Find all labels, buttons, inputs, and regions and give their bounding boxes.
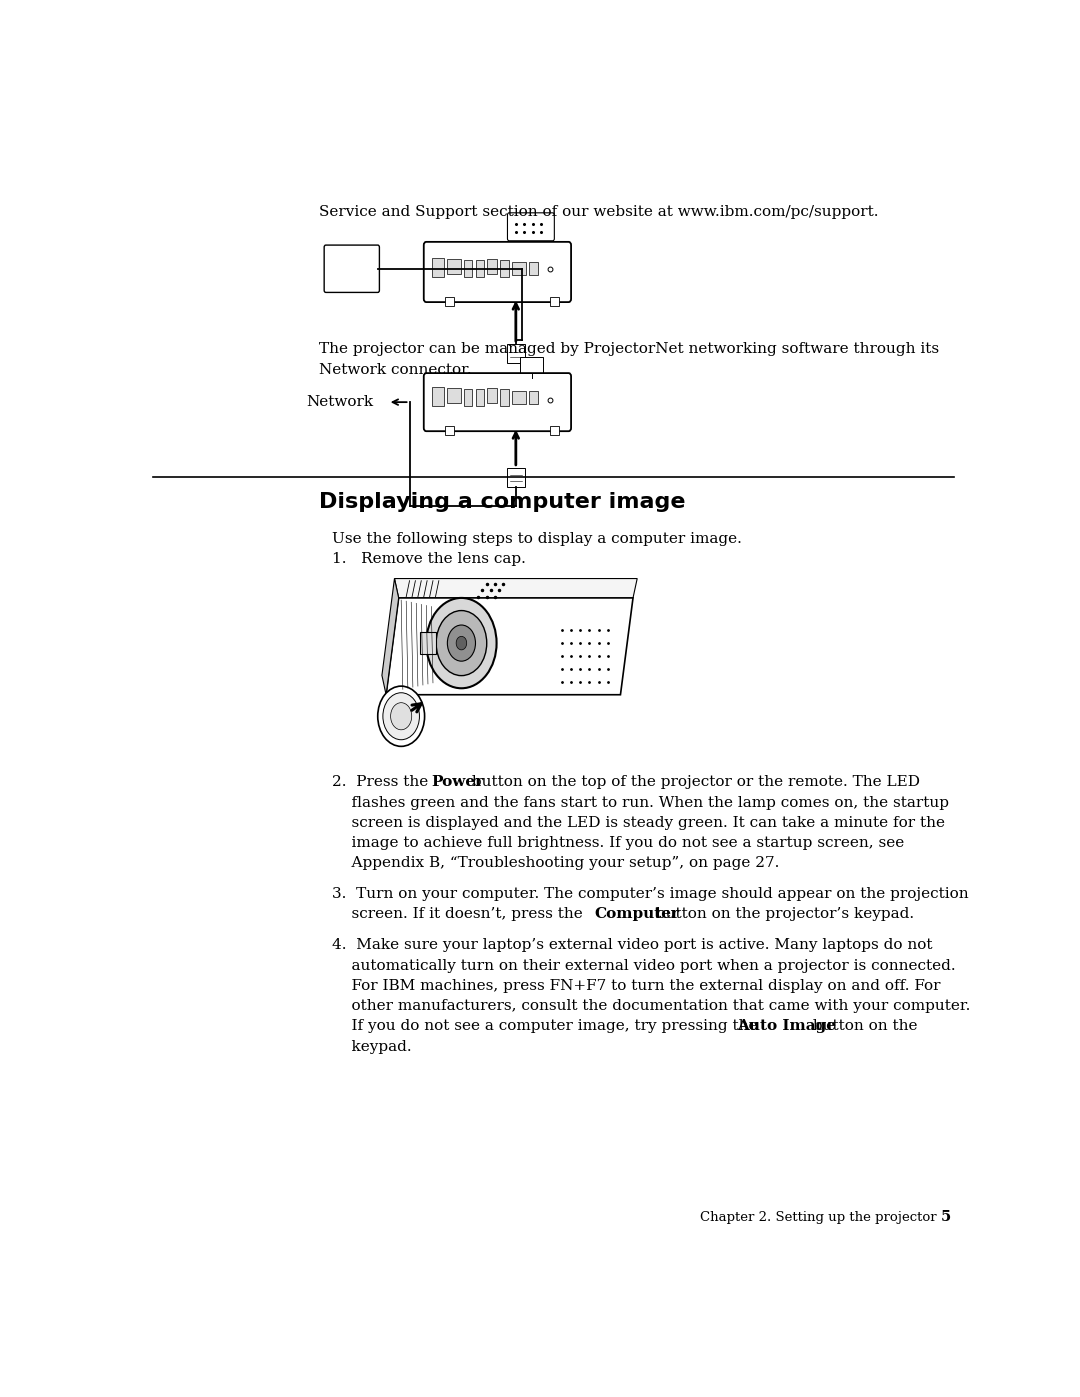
Circle shape <box>456 636 467 650</box>
Text: 5: 5 <box>941 1210 951 1224</box>
Circle shape <box>447 624 475 661</box>
Bar <box>464 390 472 407</box>
Circle shape <box>383 693 419 740</box>
FancyBboxPatch shape <box>324 244 379 292</box>
Text: button on the: button on the <box>808 1020 917 1034</box>
Text: button on the top of the projector or the remote. The LED: button on the top of the projector or th… <box>467 775 920 789</box>
Text: image to achieve full brightness. If you do not see a startup screen, see: image to achieve full brightness. If you… <box>332 835 904 849</box>
Text: Chapter 2. Setting up the projector: Chapter 2. Setting up the projector <box>700 1211 936 1224</box>
Bar <box>529 263 539 275</box>
Bar <box>445 426 454 436</box>
Polygon shape <box>420 633 436 654</box>
Bar <box>507 468 525 488</box>
Text: Network: Network <box>307 395 374 409</box>
Text: For IBM machines, press FN+F7 to turn the external display on and off. For: For IBM machines, press FN+F7 to turn th… <box>332 979 941 993</box>
Text: 4.  Make sure your laptop’s external video port is active. Many laptops do not: 4. Make sure your laptop’s external vide… <box>332 939 932 953</box>
Text: 2.  Press the: 2. Press the <box>332 775 433 789</box>
Text: Computer: Computer <box>595 908 679 922</box>
Bar <box>500 260 509 278</box>
Text: Displaying a computer image: Displaying a computer image <box>320 493 686 513</box>
Text: 1.   Remove the lens cap.: 1. Remove the lens cap. <box>332 552 526 566</box>
Bar <box>500 390 509 407</box>
Text: keypad.: keypad. <box>332 1039 411 1053</box>
Bar <box>475 390 484 407</box>
Text: other manufacturers, consult the documentation that came with your computer.: other manufacturers, consult the documen… <box>332 999 970 1013</box>
Polygon shape <box>394 578 637 598</box>
Text: Service and Support section of our website at www.ibm.com/pc/support.: Service and Support section of our websi… <box>320 205 879 219</box>
Polygon shape <box>382 578 399 694</box>
Text: Auto Image: Auto Image <box>737 1020 836 1034</box>
Text: automatically turn on their external video port when a projector is connected.: automatically turn on their external vid… <box>332 958 956 972</box>
Text: screen. If it doesn’t, press the: screen. If it doesn’t, press the <box>332 908 588 922</box>
FancyBboxPatch shape <box>423 373 571 432</box>
Text: Use the following steps to display a computer image.: Use the following steps to display a com… <box>332 532 742 546</box>
Bar <box>464 260 472 278</box>
Text: 3.  Turn on your computer. The computer’s image should appear on the projection: 3. Turn on your computer. The computer’s… <box>332 887 969 901</box>
Bar <box>432 258 444 278</box>
Polygon shape <box>387 598 633 694</box>
Bar <box>447 258 460 274</box>
Circle shape <box>391 703 411 729</box>
Bar <box>487 388 497 404</box>
Bar <box>529 391 539 404</box>
Bar <box>445 296 454 306</box>
Bar <box>550 426 559 436</box>
Text: Network connector.: Network connector. <box>320 363 472 377</box>
Text: If you do not see a computer image, try pressing the: If you do not see a computer image, try … <box>332 1020 762 1034</box>
Bar <box>550 296 559 306</box>
Bar <box>487 258 497 274</box>
Circle shape <box>427 598 497 689</box>
Bar <box>507 344 525 363</box>
Bar <box>447 388 460 404</box>
Text: Appendix B, “Troubleshooting your setup”, on page 27.: Appendix B, “Troubleshooting your setup”… <box>332 856 779 870</box>
Bar <box>432 387 444 407</box>
Bar <box>513 263 526 275</box>
Circle shape <box>378 686 424 746</box>
Text: Power: Power <box>431 775 483 789</box>
Bar <box>513 391 526 404</box>
Text: The projector can be managed by ProjectorNet networking software through its: The projector can be managed by Projecto… <box>320 342 940 356</box>
Bar <box>521 358 543 374</box>
Text: button on the projector’s keypad.: button on the projector’s keypad. <box>651 908 915 922</box>
Text: flashes green and the fans start to run. When the lamp comes on, the startup: flashes green and the fans start to run.… <box>332 796 948 810</box>
Bar <box>475 260 484 278</box>
FancyBboxPatch shape <box>508 212 554 240</box>
FancyBboxPatch shape <box>423 242 571 302</box>
Text: screen is displayed and the LED is steady green. It can take a minute for the: screen is displayed and the LED is stead… <box>332 816 945 830</box>
Circle shape <box>436 610 487 676</box>
